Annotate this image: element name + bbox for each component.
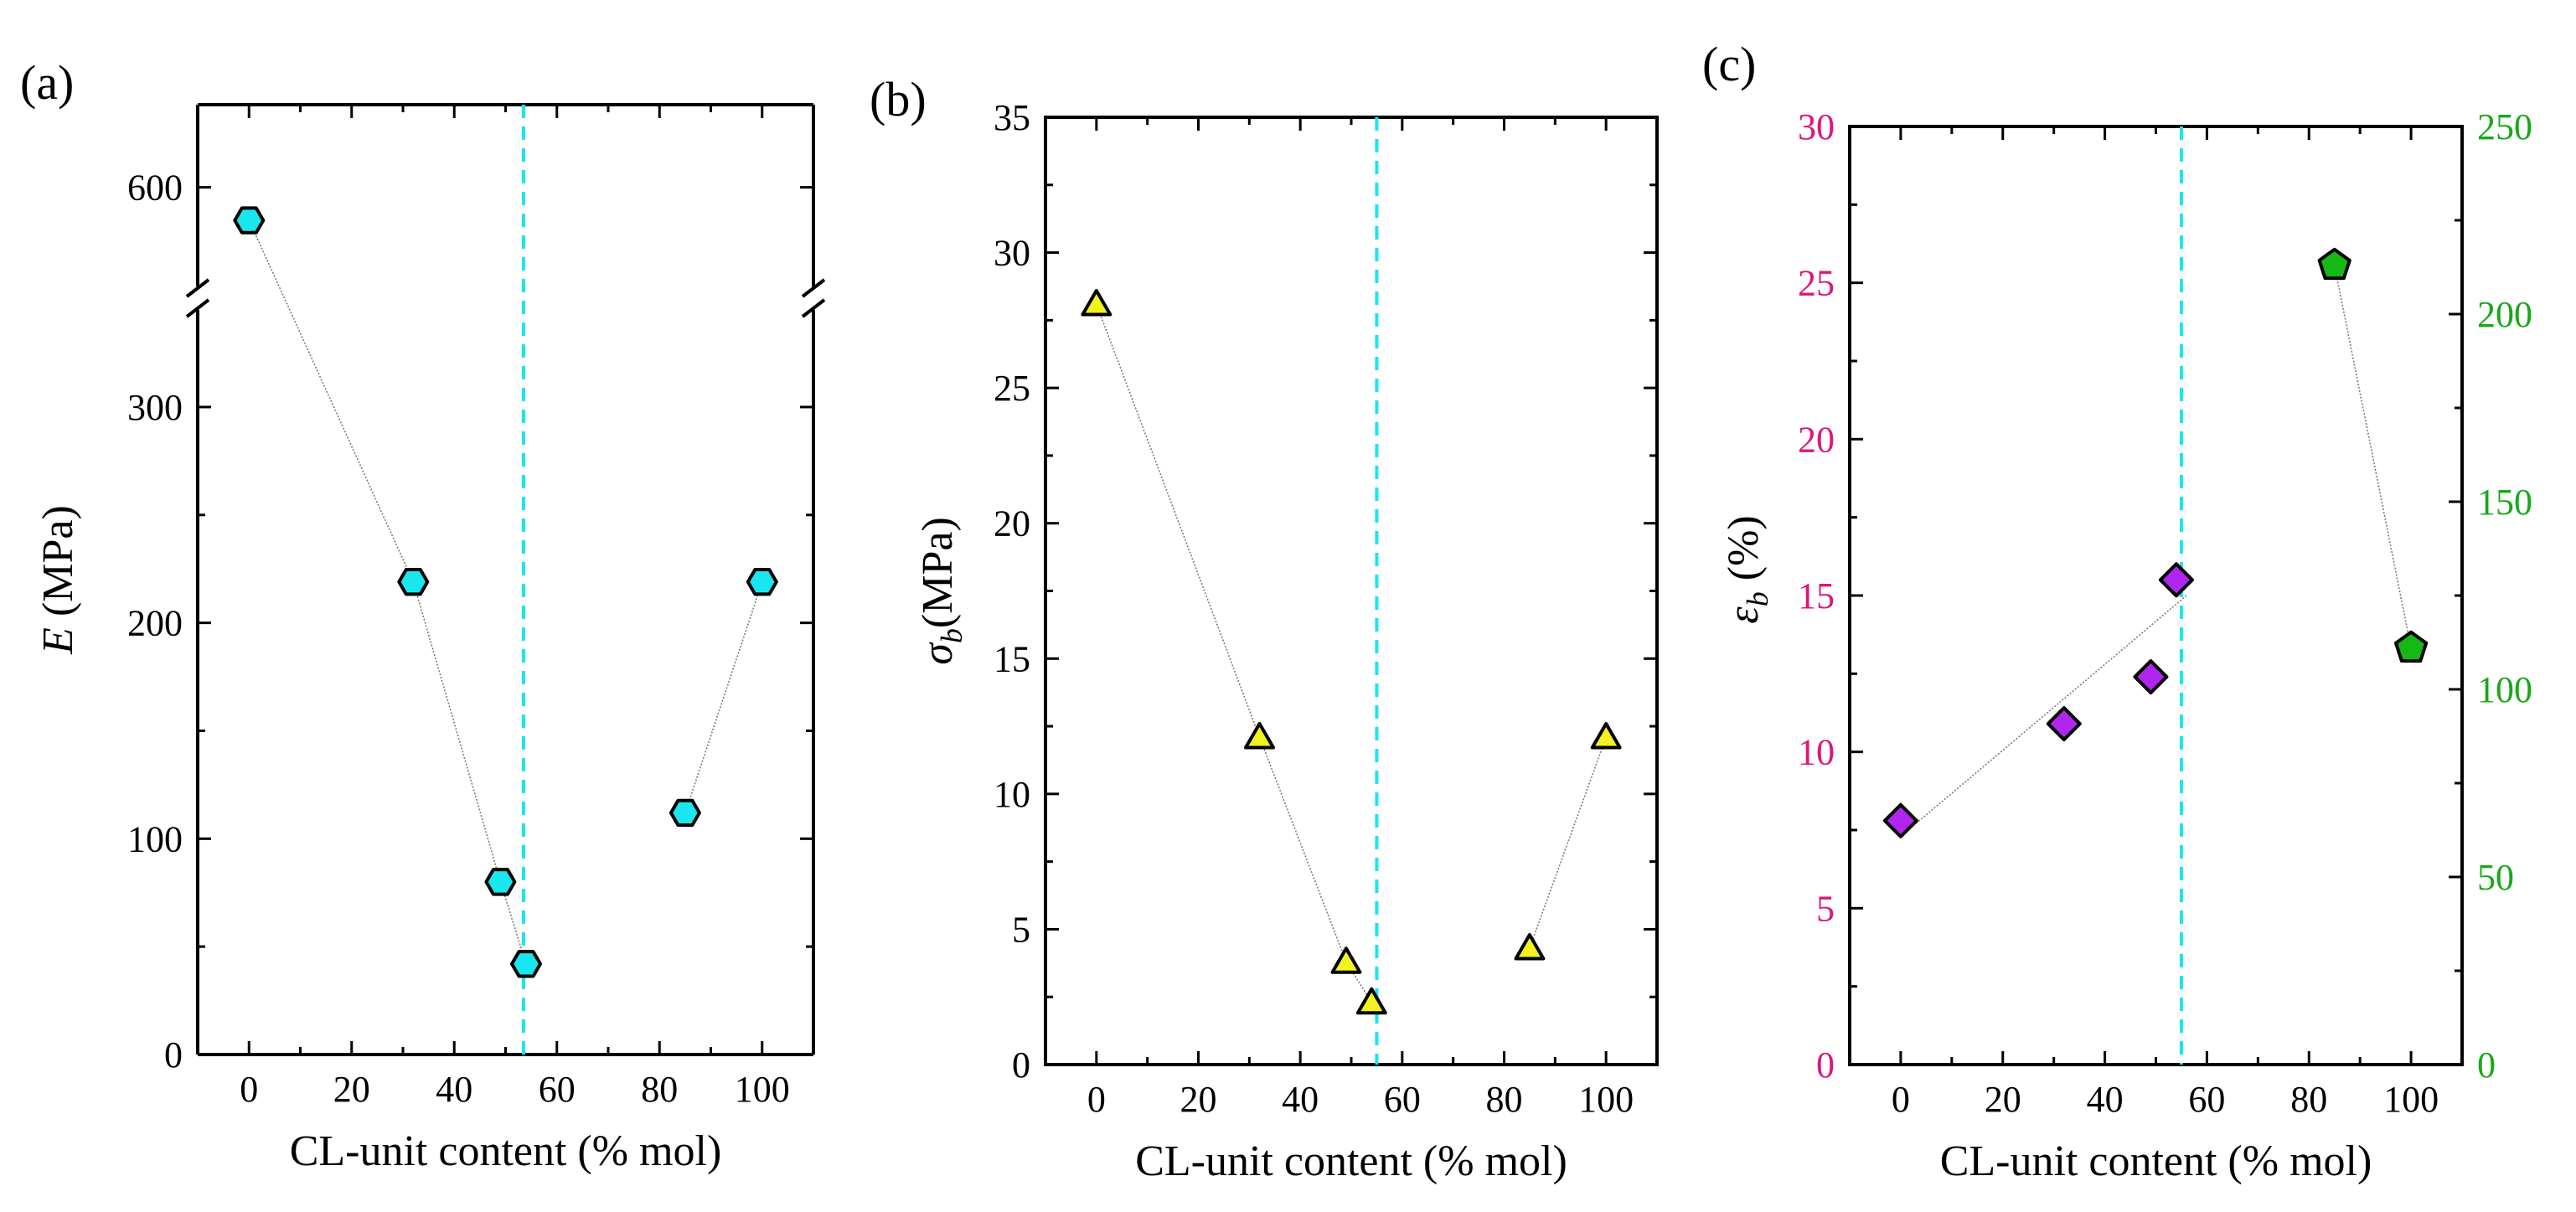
y-tick-label: 10 — [994, 774, 1030, 815]
y-tick-label: 0 — [164, 1034, 183, 1075]
x-tick-label: 80 — [1486, 1079, 1523, 1120]
x-axis-title: CL-unit content (% mol) — [1135, 1137, 1567, 1185]
x-tick-label: 100 — [735, 1069, 790, 1110]
axis-break-mark — [801, 278, 826, 298]
ylabel-subscript: b — [935, 628, 968, 643]
x-tick-label: 60 — [2188, 1079, 2225, 1120]
x-tick-label: 20 — [333, 1069, 370, 1110]
x-tick-label: 40 — [436, 1069, 472, 1110]
ylabel-unit: (MPa) — [914, 517, 962, 628]
data-point — [484, 868, 517, 896]
y-tick-label-right: 200 — [2477, 294, 2532, 335]
y-tick-label: 5 — [1012, 909, 1030, 950]
y-tick-label: 100 — [127, 818, 183, 859]
ylabel-variable: σ — [914, 642, 962, 665]
data-point — [1514, 933, 1546, 961]
x-tick-label: 0 — [240, 1069, 258, 1110]
ylabel-variable: ε — [1720, 606, 1768, 624]
y-tick-label-left: 0 — [1816, 1044, 1835, 1086]
y-tick-label: 0 — [1012, 1044, 1030, 1086]
panel-c: 0 5 10 15 20 25 30 0 50 100 150 200 250 0 20 40 60 80 100 C… — [1702, 37, 2532, 1185]
x-tick-label: 40 — [1282, 1079, 1319, 1120]
panel-label: (a) — [20, 55, 74, 110]
data-point — [397, 568, 430, 596]
y-tick-label: 300 — [127, 387, 183, 428]
axis-break-mark — [185, 298, 210, 318]
panel-label: (c) — [1702, 37, 1756, 91]
ylabel-unit: (MPa) — [34, 505, 82, 627]
data-point — [2317, 247, 2351, 281]
y-axis-title: σb(MPa) — [914, 517, 968, 665]
data-point — [1590, 722, 1622, 750]
data-point — [510, 950, 542, 978]
ylabel-subscript: b — [1741, 591, 1774, 606]
y-tick-label-left: 25 — [1798, 263, 1835, 304]
y-tick-label-left: 30 — [1798, 106, 1835, 147]
x-tick-label: 0 — [1892, 1079, 1910, 1120]
data-point — [1355, 987, 1387, 1015]
axis-break-mark — [801, 298, 826, 318]
y-tick-label-right: 150 — [2477, 482, 2532, 523]
data-point — [233, 206, 266, 235]
x-tick-label: 80 — [2290, 1079, 2327, 1120]
y-axis-title: εb (%) — [1720, 515, 1774, 623]
y-axis-title: E (MPa) — [34, 505, 82, 655]
data-point — [1081, 289, 1112, 317]
x-tick-label: 0 — [1087, 1079, 1106, 1120]
x-tick-label: 80 — [641, 1069, 678, 1110]
x-tick-label: 60 — [539, 1069, 576, 1110]
data-point — [2133, 659, 2169, 695]
ylabel-variable: E — [34, 627, 82, 655]
y-tick-label-left: 5 — [1816, 888, 1835, 929]
x-tick-label: 100 — [1578, 1079, 1634, 1120]
y-tick-label: 200 — [127, 603, 183, 644]
x-tick-label: 20 — [1985, 1079, 2021, 1120]
y-tick-label-right: 0 — [2477, 1044, 2496, 1086]
fit-line — [1900, 595, 2187, 838]
connector-line — [2333, 265, 2412, 648]
connector-line — [1529, 736, 1607, 949]
data-point — [669, 798, 701, 828]
panel-label: (b) — [870, 72, 927, 126]
x-axis-title: CL-unit content (% mol) — [1940, 1137, 2372, 1185]
y-tick-label: 15 — [994, 638, 1030, 679]
connector-line — [1096, 303, 1372, 1003]
x-tick-label: 40 — [2087, 1079, 2124, 1120]
panel-b: 0 5 10 15 20 25 30 35 0 20 40 60 80 100 CL-unit conten… — [870, 72, 1659, 1185]
data-point — [2394, 630, 2429, 663]
plot-frame — [1044, 116, 1659, 1066]
y-tick-label: 600 — [127, 168, 183, 209]
y-tick-label-left: 20 — [1798, 419, 1835, 460]
x-axis-title: CL-unit content (% mol) — [290, 1127, 722, 1175]
y-tick-label-right: 100 — [2477, 669, 2532, 710]
x-tick-label: 20 — [1180, 1079, 1217, 1120]
x-tick-label: 100 — [2383, 1079, 2439, 1120]
data-point — [2046, 706, 2082, 742]
x-tick-label: 60 — [1384, 1079, 1421, 1120]
connector-line — [248, 219, 527, 965]
y-tick-label: 30 — [994, 233, 1030, 274]
ylabel-unit: (%) — [1720, 515, 1768, 591]
y-tick-label-right: 250 — [2477, 106, 2532, 147]
data-point — [1244, 722, 1275, 750]
plot-frame — [1848, 125, 2464, 1066]
data-point — [2158, 562, 2194, 598]
y-tick-label-left: 10 — [1798, 732, 1835, 773]
panel-a: 0 100 200 300 600 0 20 40 60 80 100 CL-unit content… — [20, 55, 826, 1175]
data-point — [1882, 802, 1918, 838]
y-tick-label: 35 — [994, 97, 1030, 138]
y-tick-label: 25 — [994, 368, 1030, 409]
axis-break-mark — [185, 278, 210, 298]
y-tick-label-right: 50 — [2477, 857, 2514, 898]
y-tick-label: 20 — [994, 503, 1030, 544]
connector-line — [684, 581, 763, 813]
y-tick-label-left: 15 — [1798, 575, 1835, 616]
data-point — [746, 568, 778, 596]
data-point — [1330, 946, 1362, 974]
